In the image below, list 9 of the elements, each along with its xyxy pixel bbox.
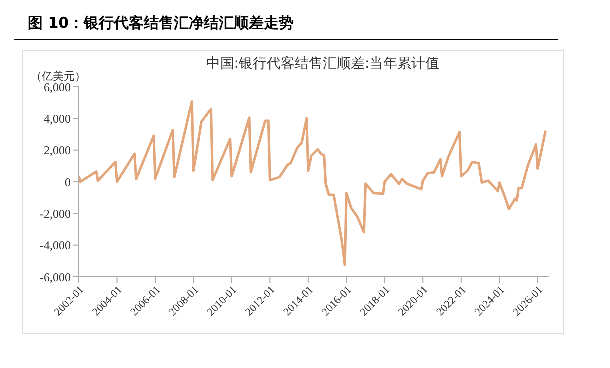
y-tick-label: 4,000 [44,112,71,126]
chart-title: 图 10：银行代客结售汇净结汇顺差走势 [14,8,558,40]
chart-subtitle: 中国:银行代客结售汇顺差:当年累计值 [206,56,440,72]
y-tick-label: -6,000 [40,270,71,284]
y-tick-label: 0 [65,175,71,190]
y-tick-label: -2,000 [40,206,71,221]
y-tick-label: 2,000 [44,144,71,158]
y-tick-label: -4,000 [40,238,71,253]
line-series [79,100,548,267]
